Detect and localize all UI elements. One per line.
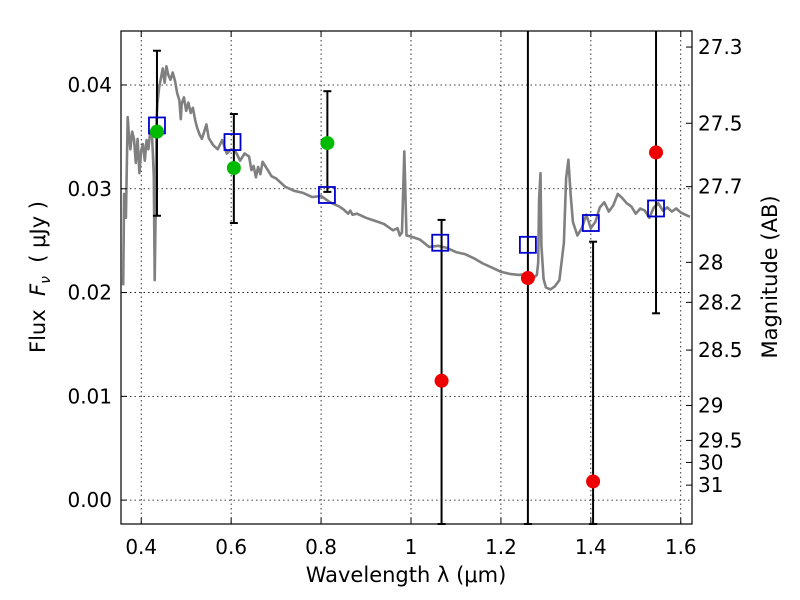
nondetection-point [586, 474, 601, 489]
detection-point [226, 161, 241, 176]
x-tick-label: 1.2 [485, 535, 517, 559]
model-flux-square [647, 199, 665, 218]
magnitude-axis-label: Magnitude (AB) [758, 195, 782, 358]
x-tick-label: 1.6 [665, 535, 697, 559]
magnitude-tick-label: 29.5 [698, 428, 743, 452]
magnitude-tick-label: 31 [698, 473, 723, 497]
magnitude-tick-label: 27.7 [698, 175, 743, 199]
magnitude-tick-label: 27.3 [698, 35, 743, 59]
nondetection-point [520, 271, 535, 286]
model-flux-square [581, 214, 600, 232]
magnitude-tick-label: 28.2 [698, 290, 743, 314]
flux-symbol: F [26, 283, 50, 296]
detection-point [320, 136, 335, 151]
y-axis-label: Flux Fν ( μJy ) [26, 201, 54, 353]
markers [148, 31, 665, 525]
plot-frame [120, 30, 693, 525]
x-axis-label: Wavelength λ (μm) [306, 563, 507, 587]
flux-subscript: ν [38, 276, 54, 284]
y-tick-label: 0.00 [67, 488, 112, 512]
y-tick-label: 0.03 [67, 177, 112, 201]
magnitude-tick-label: 28.5 [698, 338, 743, 362]
nondetection-point [434, 373, 449, 388]
plot-background [121, 31, 692, 524]
magnitude-tick-label: 30 [698, 450, 723, 474]
magnitude-tick-label: 27.5 [698, 111, 743, 135]
x-tick-label: 0.6 [215, 535, 247, 559]
magnitude-tick-label: 29 [698, 393, 723, 417]
ticks: 0.4 0.6 0.8 1 1.2 1.4 1.6 0.00 0.01 0.02 0.03 0.04 2… [67, 31, 743, 559]
x-tick-label: 1 [405, 535, 418, 559]
nondetection-point [649, 145, 664, 160]
model-flux-square [318, 186, 336, 204]
x-tick-label: 1.4 [575, 535, 607, 559]
model-flux-square [431, 233, 450, 252]
model-flux-square [518, 235, 537, 254]
grid [121, 31, 692, 524]
x-tick-label: 0.8 [305, 535, 337, 559]
y-tick-label: 0.01 [67, 384, 112, 408]
model-flux-square [223, 133, 242, 151]
x-tick-label: 0.4 [125, 535, 157, 559]
detection-point [149, 124, 164, 139]
y-tick-label: 0.04 [67, 73, 112, 97]
magnitude-tick-label: 28 [698, 250, 723, 274]
y-tick-label: 0.02 [67, 281, 112, 305]
